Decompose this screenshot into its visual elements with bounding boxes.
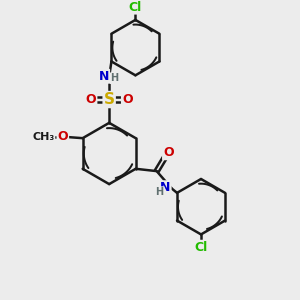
- Text: N: N: [160, 181, 171, 194]
- Text: Cl: Cl: [129, 1, 142, 13]
- Text: O: O: [58, 130, 68, 143]
- Text: Cl: Cl: [194, 241, 208, 254]
- Text: H: H: [110, 73, 118, 83]
- Text: O: O: [86, 93, 96, 106]
- Text: N: N: [99, 70, 109, 83]
- Text: O: O: [163, 146, 174, 159]
- Text: H: H: [155, 187, 164, 197]
- Text: O: O: [122, 93, 133, 106]
- Text: CH₃: CH₃: [32, 132, 54, 142]
- Text: S: S: [104, 92, 115, 107]
